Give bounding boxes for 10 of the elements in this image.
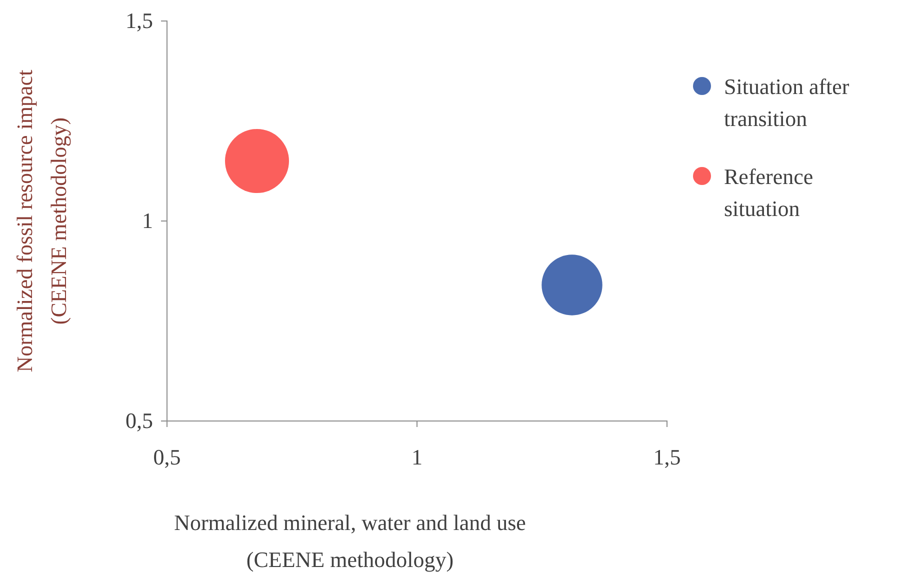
x-tick-label: 1 xyxy=(412,444,422,470)
x-tick-label: 0,5 xyxy=(153,444,181,470)
y-tick-label: 0,5 xyxy=(126,408,153,434)
y-tick-label: 1,5 xyxy=(126,8,153,34)
x-axis-title: Normalized mineral, water and land use (CEENE methodology) xyxy=(174,510,526,572)
legend-label: Reference situation xyxy=(724,164,814,221)
y-axis-title: Normalized fossil resource impact (CEENE methodology) xyxy=(12,70,71,372)
x-tick-label: 1,5 xyxy=(653,444,681,470)
y-tick-label: 1 xyxy=(142,208,153,234)
legend-label: Situation after transition xyxy=(724,74,850,131)
